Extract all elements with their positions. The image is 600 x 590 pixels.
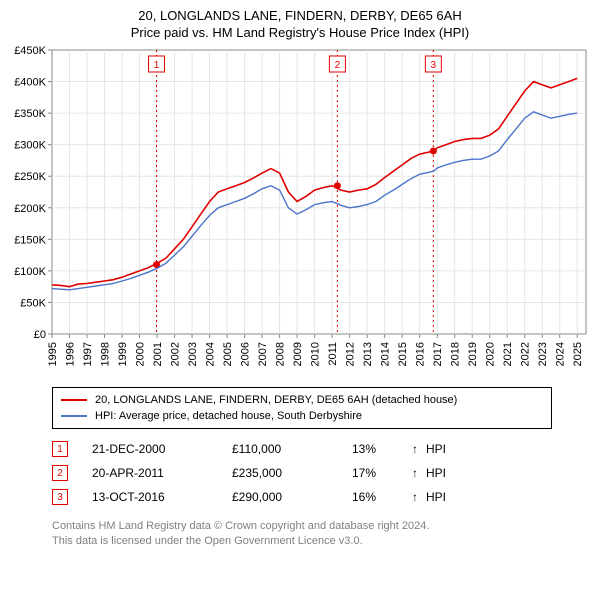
x-tick-label: 2007 — [257, 342, 269, 366]
x-tick-label: 2022 — [520, 342, 532, 366]
title-subtitle: Price paid vs. HM Land Registry's House … — [10, 25, 590, 40]
x-tick-label: 2001 — [152, 342, 164, 366]
x-tick-label: 2006 — [240, 342, 252, 366]
transaction-date: 20-APR-2011 — [92, 466, 232, 480]
y-tick-label: £450K — [14, 46, 46, 57]
x-tick-label: 2017 — [432, 342, 444, 366]
legend-swatch-property — [61, 399, 87, 401]
y-tick-label: £350K — [14, 108, 46, 120]
transaction-price: £110,000 — [232, 442, 352, 456]
legend-item-property: 20, LONGLANDS LANE, FINDERN, DERBY, DE65… — [61, 392, 543, 408]
y-tick-label: £300K — [14, 140, 46, 152]
event-badge-number: 2 — [335, 60, 341, 71]
chart-area: £0 £50K £100K £150K £200K £250K £300K £350K £400… — [10, 46, 590, 381]
x-tick-label: 2008 — [275, 342, 287, 366]
legend-label-hpi: HPI: Average price, detached house, Sout… — [95, 410, 362, 422]
transaction-date: 13-OCT-2016 — [92, 490, 232, 504]
transaction-badge: 3 — [52, 489, 68, 505]
y-tick-label: £0 — [34, 329, 46, 341]
transaction-date: 21-DEC-2000 — [92, 442, 232, 456]
up-arrow-icon: ↑ — [412, 442, 426, 456]
title-address: 20, LONGLANDS LANE, FINDERN, DERBY, DE65… — [10, 8, 590, 23]
transaction-row: 3 13-OCT-2016£290,00016%↑HPI — [52, 485, 590, 509]
x-tick-label: 2012 — [345, 342, 357, 366]
transaction-row: 1 21-DEC-2000£110,00013%↑HPI — [52, 437, 590, 461]
up-arrow-icon: ↑ — [412, 466, 426, 480]
transaction-suffix: HPI — [426, 490, 446, 504]
transaction-pct: 13% — [352, 442, 412, 456]
title-block: 20, LONGLANDS LANE, FINDERN, DERBY, DE65… — [10, 8, 590, 40]
transaction-row: 2 20-APR-2011£235,00017%↑HPI — [52, 461, 590, 485]
transaction-suffix: HPI — [426, 442, 446, 456]
y-tick-label: £50K — [20, 297, 46, 309]
attribution-line1: Contains HM Land Registry data © Crown c… — [52, 519, 590, 534]
x-tick-label: 2019 — [467, 342, 479, 366]
up-arrow-icon: ↑ — [412, 490, 426, 504]
x-tick-label: 2024 — [555, 342, 567, 366]
event-badge-number: 1 — [154, 60, 160, 71]
transaction-suffix: HPI — [426, 466, 446, 480]
x-tick-label: 2020 — [485, 342, 497, 366]
event-badge-number: 3 — [431, 60, 437, 71]
x-tick-label: 1998 — [100, 342, 112, 366]
attribution-line2: This data is licensed under the Open Gov… — [52, 534, 590, 549]
x-tick-label: 2014 — [380, 342, 392, 366]
y-tick-label: £200K — [14, 203, 46, 215]
x-tick-label: 2002 — [170, 342, 182, 366]
x-tick-label: 1999 — [117, 342, 129, 366]
x-tick-label: 1995 — [47, 342, 59, 366]
x-tick-label: 2021 — [502, 342, 514, 366]
x-tick-label: 2023 — [537, 342, 549, 366]
x-tick-label: 2018 — [450, 342, 462, 366]
x-tick-label: 2005 — [222, 342, 234, 366]
legend-item-hpi: HPI: Average price, detached house, Sout… — [61, 408, 543, 424]
x-tick-label: 2003 — [187, 342, 199, 366]
legend-label-property: 20, LONGLANDS LANE, FINDERN, DERBY, DE65… — [95, 394, 457, 406]
x-tick-label: 2025 — [572, 342, 584, 366]
x-tick-label: 2016 — [415, 342, 427, 366]
transaction-pct: 17% — [352, 466, 412, 480]
transaction-badge: 2 — [52, 465, 68, 481]
transaction-pct: 16% — [352, 490, 412, 504]
x-tick-label: 2013 — [362, 342, 374, 366]
x-tick-label: 2011 — [327, 342, 339, 366]
transaction-price: £235,000 — [232, 466, 352, 480]
x-tick-label: 1996 — [65, 342, 77, 366]
legend-box: 20, LONGLANDS LANE, FINDERN, DERBY, DE65… — [52, 387, 552, 429]
x-tick-label: 2010 — [310, 342, 322, 366]
y-tick-label: £150K — [14, 234, 46, 246]
transaction-price: £290,000 — [232, 490, 352, 504]
y-tick-label: £250K — [14, 171, 46, 183]
x-tick-label: 2015 — [397, 342, 409, 366]
transactions-table: 121-DEC-2000£110,00013%↑HPI220-APR-2011£… — [52, 437, 590, 509]
x-tick-label: 2004 — [205, 342, 217, 366]
x-tick-label: 2000 — [135, 342, 147, 366]
x-tick-label: 1997 — [82, 342, 94, 366]
y-tick-label: £100K — [14, 266, 46, 278]
y-tick-label: £400K — [14, 77, 46, 89]
line-chart-svg: £0 £50K £100K £150K £200K £250K £300K £350K £400… — [10, 46, 592, 376]
chart-container: 20, LONGLANDS LANE, FINDERN, DERBY, DE65… — [0, 0, 600, 560]
x-tick-label: 2009 — [292, 342, 304, 366]
attribution-block: Contains HM Land Registry data © Crown c… — [52, 519, 590, 550]
transaction-badge: 1 — [52, 441, 68, 457]
legend-swatch-hpi — [61, 415, 87, 417]
